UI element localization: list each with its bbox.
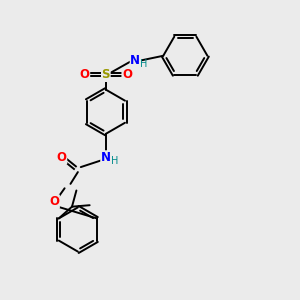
Text: H: H [111, 156, 118, 166]
Text: H: H [140, 59, 148, 69]
Text: O: O [57, 151, 67, 164]
Text: O: O [80, 68, 90, 81]
Text: O: O [49, 195, 59, 208]
Text: N: N [101, 151, 111, 164]
Text: N: N [130, 54, 140, 67]
Text: S: S [102, 68, 110, 81]
Text: O: O [122, 68, 132, 81]
